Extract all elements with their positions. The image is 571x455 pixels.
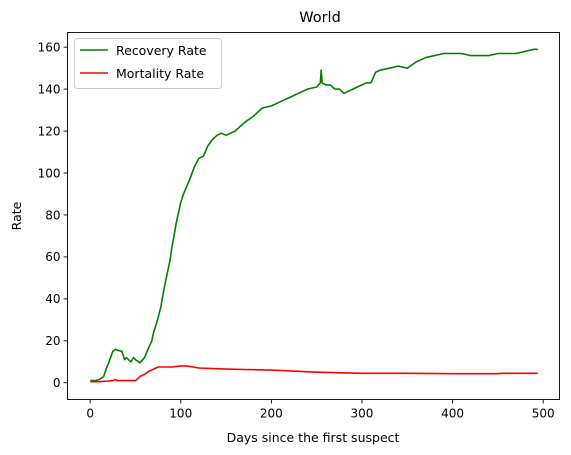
y-tick-label: 40: [45, 292, 60, 306]
x-tick-label: 400: [441, 407, 464, 421]
y-tick-label: 0: [53, 376, 61, 390]
y-tick-label: 100: [38, 166, 61, 180]
x-tick-label: 500: [532, 407, 555, 421]
legend-label-mortality-rate: Mortality Rate: [116, 66, 204, 81]
legend-label-recovery-rate: Recovery Rate: [116, 43, 207, 58]
plot-frame: [67, 32, 560, 400]
x-tick-label: 0: [86, 407, 94, 421]
series-line-mortality-rate: [90, 365, 538, 383]
y-tick-label: 80: [45, 208, 60, 222]
x-tick-label: 300: [351, 407, 374, 421]
x-tick-label: 100: [169, 407, 192, 421]
y-tick-label: 140: [38, 82, 61, 96]
series-line-recovery-rate: [90, 48, 538, 382]
y-axis-ticks: 0 20 40 60 80 100 120 140 160: [38, 40, 68, 390]
x-tick-label: 200: [260, 407, 283, 421]
plot-series: [90, 48, 538, 383]
legend-box: [74, 38, 222, 89]
x-axis-ticks: 0 100 200 300 400 500: [86, 399, 555, 421]
y-tick-label: 160: [38, 40, 61, 54]
y-tick-label: 20: [45, 334, 60, 348]
x-axis-label: Days since the first suspect: [227, 430, 400, 445]
chart-title: World: [299, 10, 341, 26]
y-tick-label: 60: [45, 250, 60, 264]
legend: Recovery Rate Mortality Rate: [74, 38, 222, 89]
y-axis-label: Rate: [9, 201, 24, 230]
y-tick-label: 120: [38, 124, 61, 138]
